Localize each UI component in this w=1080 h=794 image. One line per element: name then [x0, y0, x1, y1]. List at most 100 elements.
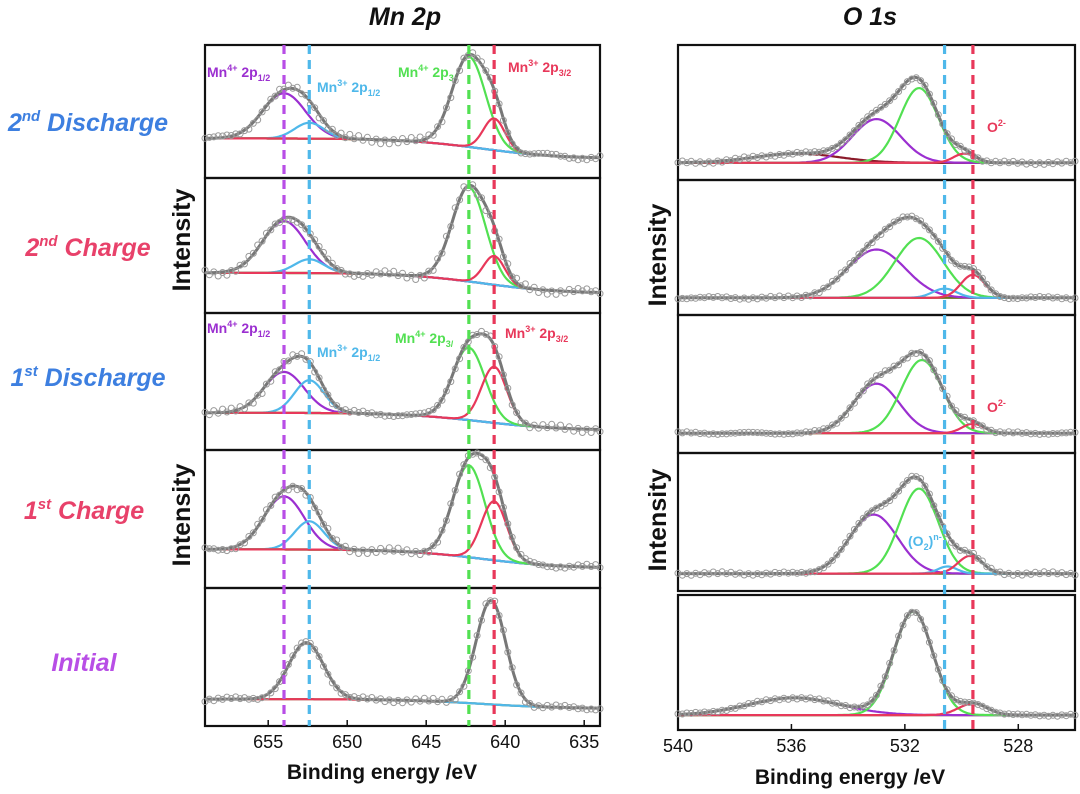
o1s-1st-charge-data-point: [917, 475, 925, 483]
mn2p-2nd-charge-data-point: [320, 248, 327, 256]
o1s-1st-charge-data-point: [855, 519, 863, 527]
mn2p-1st-charge-data-point: [596, 564, 604, 572]
o1s-2nd-charge-data-point: [1014, 295, 1022, 303]
o1s-2nd-charge-data-point: [1036, 293, 1044, 300]
mn2p-2nd-discharge-data-point: [429, 131, 437, 139]
mn2p-2nd-discharge-peak-mn4-2p1-2: [205, 92, 600, 159]
o1s-2nd-discharge-data-point: [1018, 158, 1026, 166]
o1s-2nd-charge-data-point: [974, 269, 982, 277]
mn2p-1st-discharge-data-point: [596, 428, 604, 436]
o1s-1st-charge-data-point: [701, 569, 708, 577]
o1s-2nd-charge-data-point: [1018, 294, 1026, 302]
mn2p-1st-discharge-data-point: [521, 419, 529, 427]
o1s-initial-peak-green: [678, 610, 1075, 717]
o1s-initial-data-point: [828, 699, 836, 707]
o1s-initial-data-point: [771, 695, 779, 703]
o1s-1st-discharge-data-point: [806, 428, 814, 436]
mn2p-1st-charge-data-point: [214, 546, 222, 554]
mn2p-2nd-charge-data-point: [521, 280, 529, 288]
o1s-1st-discharge-data-point: [731, 429, 739, 437]
o1s-1st-charge-data-point: [903, 477, 911, 484]
o1s-1st-charge-data-point: [806, 568, 814, 576]
o1s-2nd-charge-data-point: [987, 286, 995, 294]
o1s-2nd-charge-frame: [676, 178, 1077, 317]
o1s-1st-charge-data-point: [727, 568, 735, 576]
o1s-1st-discharge-data-point: [696, 430, 704, 438]
o1s-1st-discharge-data-point: [753, 429, 761, 437]
mn2p-initial-data-point: [403, 696, 411, 704]
mn2p-2nd-discharge-data-point: [346, 130, 354, 138]
mn2p-2nd-charge-data-point: [372, 268, 380, 276]
o1s-1st-discharge-data-point: [996, 428, 1004, 436]
o1s-1st-discharge-data-point: [789, 430, 797, 438]
o1s-2nd-charge-data-point: [723, 293, 730, 301]
mn2p-1st-discharge-data-point: [557, 421, 564, 429]
o1s-1st-discharge-data-point: [1027, 430, 1035, 438]
mn2p-initial-data-point: [381, 698, 389, 706]
o1s-2nd-discharge-data-point: [917, 77, 925, 85]
o1s-initial-data-point: [1040, 711, 1048, 719]
mn2p-1st-charge-data-point: [385, 544, 393, 552]
mn2p-1st-discharge-data-point: [223, 408, 231, 416]
o1s-initial-data-point: [802, 695, 810, 703]
mn2p-1st-discharge-peak-mn3-2p3-2: [205, 365, 601, 431]
mn2p-2nd-discharge-data-point: [205, 133, 213, 141]
mn2p-2nd-charge-data-point: [587, 288, 595, 296]
o1s-initial-data-point: [1000, 710, 1008, 718]
mn2p-1st-discharge-data-point: [333, 402, 341, 410]
o1s-2nd-charge-data-point: [890, 218, 898, 226]
mn2p-1st-discharge-data-point: [241, 405, 248, 413]
o1s-initial-data-point: [925, 638, 933, 646]
mn2p-initial-data-point: [460, 682, 468, 690]
mn2p-1st-charge-data-point: [333, 536, 341, 544]
o1s-initial-data-point: [674, 710, 682, 718]
o1s-1st-charge-data-point: [837, 545, 845, 553]
mn2p-1st-charge-data-point: [350, 545, 358, 553]
mn2p-1st-charge-data-point: [394, 544, 402, 552]
o1s-initial-data-point: [1031, 711, 1039, 719]
o1s-1st-discharge-data-point: [1000, 429, 1008, 437]
mn2p-xtick-label: 650: [332, 732, 362, 752]
o1s-1st-discharge-data-point: [718, 430, 726, 438]
o1s-1st-discharge-data-point: [952, 407, 960, 415]
o1s-2nd-charge-data-point: [793, 292, 801, 300]
o1s-2nd-discharge-data-point: [996, 159, 1004, 167]
mn2p-2nd-discharge-data-point: [372, 135, 380, 143]
mn2p-1st-discharge-data-point: [346, 408, 354, 416]
mn2p-1st-charge-data-point: [530, 559, 538, 567]
mn2p-ylabel-upper: Intensity: [168, 189, 196, 292]
o1s-initial-data-point: [692, 708, 700, 716]
mn2p-1st-discharge-data-point: [394, 412, 402, 420]
mn2p-2nd-discharge-data-point: [570, 154, 578, 162]
o1s-initial-data-point: [1018, 711, 1026, 719]
mn2p-1st-charge-data-point: [223, 547, 231, 555]
o1s-initial-data-point: [696, 709, 704, 717]
mn2p-1st-charge-data-point: [561, 564, 569, 572]
o1s-2nd-discharge-data-point: [890, 93, 898, 101]
o1s-2nd-discharge-data-point: [943, 130, 951, 138]
mn2p-2nd-discharge-data-point: [262, 104, 270, 112]
o1s-2nd-discharge-data-point: [784, 149, 792, 157]
mn2p-1st-charge-data-point: [482, 456, 490, 464]
mn2p-initial-data-point: [592, 706, 600, 714]
o1s-initial-data-point: [952, 696, 960, 704]
mn3-2p32-label-mid: Mn3+ 2p3/2: [505, 324, 568, 344]
mn2p-2nd-charge-data-point: [482, 207, 490, 215]
mn2p-2nd-discharge-data-point: [293, 83, 301, 91]
o1s-initial-data-point: [873, 691, 880, 699]
o1s-ylabel-upper: Intensity: [644, 204, 672, 307]
o1s-initial-data-point: [806, 694, 814, 702]
o1s-1st-discharge-data-point: [701, 429, 708, 437]
mn2p-1st-charge-data-point: [504, 520, 512, 528]
o1s-1st-discharge-data-point: [908, 349, 916, 357]
o1s-1st-discharge-data-point: [705, 430, 713, 438]
mn2p-initial-data-point: [552, 701, 560, 709]
mn3-2p12-label-mid: Mn3+ 2p1/2: [317, 343, 380, 363]
o1s-2nd-discharge-data-point: [705, 158, 713, 166]
mn2p-1st-discharge-data-point: [442, 387, 450, 395]
o1s-1st-discharge-envelope-line: [678, 350, 1075, 435]
mn2p-2nd-discharge-data-point: [337, 129, 345, 137]
o1s-1st-discharge-data-point: [811, 427, 819, 434]
o1s-2nd-discharge-data-point: [749, 152, 757, 160]
o1s-1st-charge-data-point: [886, 497, 894, 505]
